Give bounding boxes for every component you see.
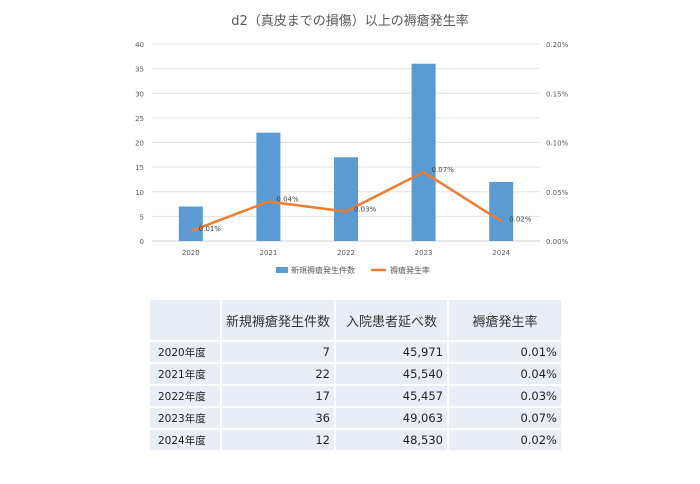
cell: 0.03% xyxy=(447,384,563,408)
x-axis-tick: 2021 xyxy=(259,249,277,257)
cell: 45,540 xyxy=(334,362,449,386)
line-point xyxy=(345,210,347,212)
year-cell: 2021年度 xyxy=(148,362,222,386)
left-axis-tick: 30 xyxy=(135,90,144,98)
cell: 22 xyxy=(220,362,336,386)
x-axis-tick: 2020 xyxy=(182,249,200,257)
legend-line-label: 褥瘡発生率 xyxy=(390,265,430,275)
left-axis-tick: 35 xyxy=(135,66,144,74)
header-cell xyxy=(148,298,222,342)
line-point xyxy=(267,201,269,203)
left-axis-tick: 20 xyxy=(135,140,144,148)
data-label: 0.02% xyxy=(509,215,532,223)
cell: 0.02% xyxy=(447,428,563,452)
x-axis-tick: 2023 xyxy=(415,249,433,257)
data-table: 新規褥瘡発生件数 入院患者延べ数 褥瘡発生率 2020年度 7 45,971 0.01… xyxy=(148,298,563,452)
left-axis-tick: 40 xyxy=(135,41,144,49)
legend-bar-swatch xyxy=(276,267,288,273)
header-cell: 新規褥瘡発生件数 xyxy=(220,298,336,342)
legend: 新規褥瘡発生件数 褥瘡発生率 xyxy=(276,265,430,275)
table-header-row: 新規褥瘡発生件数 入院患者延べ数 褥瘡発生率 xyxy=(148,298,563,342)
bar xyxy=(334,157,358,241)
right-axis-tick: 0.00% xyxy=(546,238,569,246)
table-row: 2023年度 36 49,063 0.07% xyxy=(148,406,563,430)
chart-title: d2（真皮までの損傷）以上の褥瘡発生率 xyxy=(231,13,469,29)
bar xyxy=(411,63,436,242)
left-axis-tick: 25 xyxy=(135,115,144,123)
line-point xyxy=(190,230,192,232)
table-row: 2022年度 17 45,457 0.03% xyxy=(148,384,563,408)
left-axis-tick: 15 xyxy=(135,164,144,172)
x-axis-tick: 2024 xyxy=(492,249,510,257)
x-axis-tick: 2022 xyxy=(337,249,355,257)
data-label: 0.03% xyxy=(354,205,377,213)
cell: 17 xyxy=(220,384,336,408)
bar xyxy=(178,206,203,241)
year-cell: 2022年度 xyxy=(148,384,222,408)
line-point xyxy=(500,220,502,222)
bar xyxy=(489,181,514,241)
left-axis-tick: 0 xyxy=(140,238,144,246)
cell: 36 xyxy=(220,406,336,430)
table-row: 2020年度 7 45,971 0.01% xyxy=(148,340,563,364)
data-label: 0.01% xyxy=(199,225,222,233)
year-cell: 2023年度 xyxy=(148,406,222,430)
year-cell: 2020年度 xyxy=(148,340,222,364)
bar xyxy=(256,132,281,241)
cell: 45,971 xyxy=(334,340,449,364)
cell: 0.07% xyxy=(447,406,563,430)
data-label: 0.04% xyxy=(276,196,299,204)
combo-chart: d2（真皮までの損傷）以上の褥瘡発生率 0.01% 0.04% 0.03% 0.07%… xyxy=(135,13,569,275)
header-cell: 入院患者延べ数 xyxy=(334,298,449,342)
cell: 12 xyxy=(220,428,336,452)
cell: 48,530 xyxy=(334,428,449,452)
right-axis-tick: 0.10% xyxy=(546,140,569,148)
legend-bar-label: 新規褥瘡発生件数 xyxy=(291,265,355,275)
left-axis-tick: 10 xyxy=(135,189,144,197)
header-cell: 褥瘡発生率 xyxy=(447,298,563,342)
table-row: 2024年度 12 48,530 0.02% xyxy=(148,428,563,452)
cell: 49,063 xyxy=(334,406,449,430)
right-axis-tick: 0.05% xyxy=(546,189,569,197)
data-label: 0.07% xyxy=(432,166,455,174)
table-row: 2021年度 22 45,540 0.04% xyxy=(148,362,563,386)
line-point xyxy=(423,171,425,173)
left-axis-tick: 5 xyxy=(140,213,144,221)
right-axis-tick: 0.20% xyxy=(546,41,569,49)
cell: 7 xyxy=(220,340,336,364)
year-cell: 2024年度 xyxy=(148,428,222,452)
cell: 0.04% xyxy=(447,362,563,386)
right-axis-tick: 0.15% xyxy=(546,90,569,98)
cell: 0.01% xyxy=(447,340,563,364)
cell: 45,457 xyxy=(334,384,449,408)
